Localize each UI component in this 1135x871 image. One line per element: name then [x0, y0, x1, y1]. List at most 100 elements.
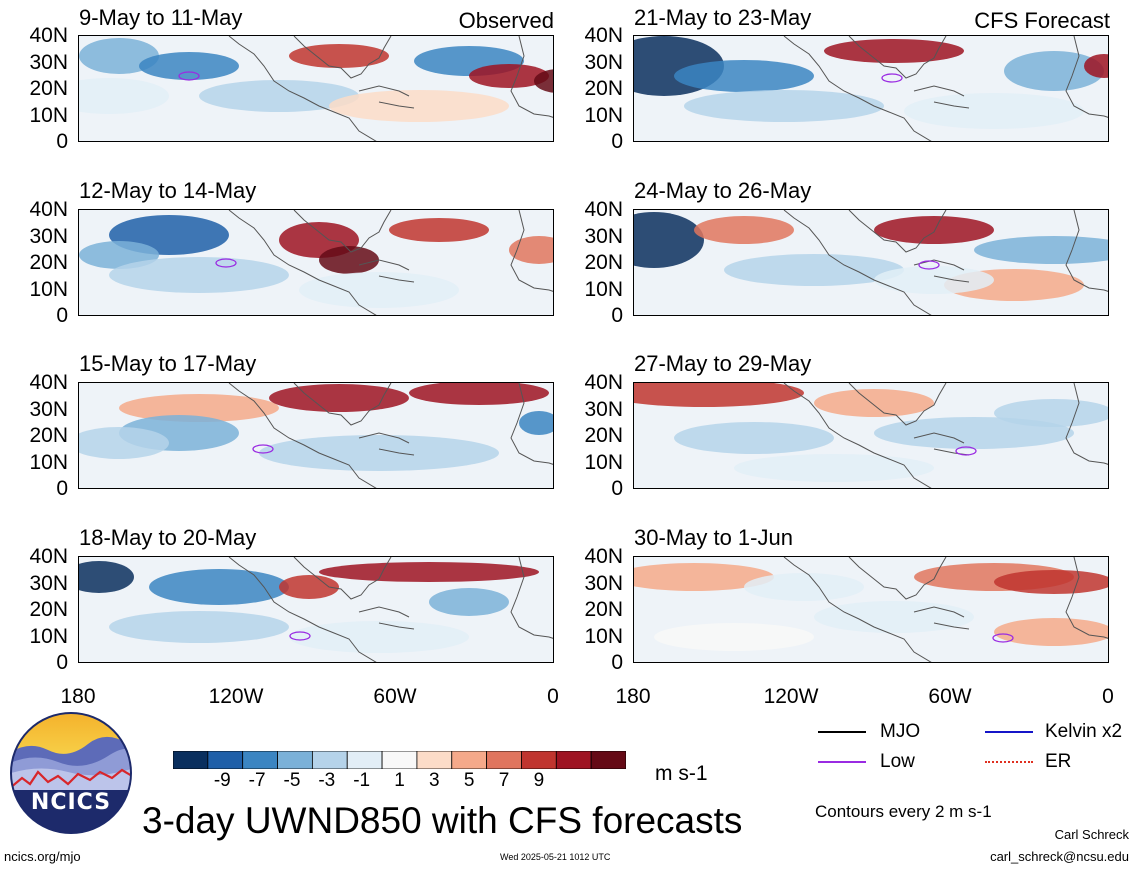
wind-anomaly-region: [469, 64, 549, 88]
panel-title-fc-3: 27-May to 29-May: [634, 351, 812, 376]
coastline: [783, 210, 1108, 315]
wind-anomaly-region: [139, 52, 239, 80]
logo-text: NCICS: [30, 790, 112, 815]
forecast-label: CFS Forecast: [974, 8, 1110, 33]
map-panel-fc-4: [633, 556, 1109, 663]
wind-anomaly-region: [1004, 51, 1104, 91]
colorbar-tick-label: -3: [318, 770, 336, 791]
wind-anomaly-region: [289, 621, 469, 653]
wind-anomaly-region: [634, 563, 774, 591]
wind-anomaly-region: [534, 69, 553, 93]
wind-anomaly-region: [634, 212, 704, 268]
map-panel-obs-2: [78, 209, 554, 316]
figure-title: 3-day UWND850 with CFS forecasts: [142, 800, 743, 841]
coastline: [783, 36, 1108, 141]
y-tick-label: 10N: [29, 624, 68, 648]
y-tick-label: 0: [56, 651, 68, 674]
y-tick-label: 20N: [29, 424, 68, 447]
y-tick-label: 20N: [29, 77, 68, 100]
author-name: Carl Schreck: [1054, 827, 1129, 842]
low-contour: [178, 71, 200, 81]
y-tick-label: 20N: [29, 598, 68, 621]
panel-title-obs-1: 9-May to 11-May: [79, 5, 243, 30]
y-tick-label: 40N: [29, 371, 68, 394]
x-tick-left-180: 180: [60, 685, 96, 708]
map-panel-obs-1: [78, 35, 554, 142]
legend-label-low: Low: [880, 751, 915, 772]
coastline: [783, 557, 1108, 662]
wind-anomaly-region: [734, 454, 934, 482]
wind-anomaly-region: [744, 573, 864, 601]
wind-anomaly-region: [994, 618, 1108, 646]
y-tick-label: 40N: [584, 545, 623, 568]
y-tick-label: 20N: [584, 77, 623, 100]
legend-line-low: [818, 761, 866, 763]
wind-anomaly-region: [519, 411, 553, 435]
colorbar-swatch: [486, 750, 522, 770]
y-tick-label: 30N: [29, 50, 68, 74]
y-tick-label: 0: [611, 130, 623, 153]
wind-anomaly-region: [319, 246, 379, 274]
y-tick-label: 20N: [584, 424, 623, 447]
y-tick-label: 10N: [584, 277, 623, 301]
map-panel-obs-4: [78, 556, 554, 663]
observed-label: Observed: [458, 8, 554, 33]
y-tick-label: 40N: [29, 198, 68, 221]
wind-anomaly-region: [279, 575, 339, 599]
legend-label-er: ER: [1045, 751, 1072, 772]
low-contour: [992, 633, 1014, 643]
colorbar-swatch: [277, 750, 313, 770]
x-tick-left-0: 0: [547, 685, 559, 708]
wind-anomaly-region: [674, 60, 814, 92]
x-tick-right-180: 180: [615, 685, 651, 708]
colorbar-swatch: [207, 750, 244, 770]
wind-anomaly-region: [199, 80, 359, 112]
coastline: [228, 210, 553, 315]
colorbar-swatch: [555, 750, 592, 770]
colorbar-tick-label: -7: [248, 770, 266, 791]
colorbar-tick-label: -9: [213, 770, 231, 791]
wind-anomaly-region: [389, 218, 489, 242]
x-tick-left-120w: 120W: [208, 685, 264, 708]
colorbar-unit: m s-1: [655, 762, 708, 785]
wind-anomaly-region: [429, 588, 509, 616]
low-contour: [918, 260, 940, 270]
y-tick-label: 10N: [29, 277, 68, 301]
map-panel-obs-3: [78, 382, 554, 489]
y-tick-label: 0: [56, 304, 68, 327]
wind-anomaly-region: [319, 562, 539, 582]
wind-anomaly-region: [259, 435, 499, 471]
colorbar-swatch: [381, 750, 418, 770]
y-tick-label: 10N: [584, 450, 623, 474]
legend-label-mjo: MJO: [880, 721, 921, 742]
colorbar-swatch: [416, 750, 453, 770]
wind-anomaly-region: [119, 394, 279, 422]
y-tick-label: 30N: [584, 224, 623, 248]
wind-anomaly-region: [79, 427, 169, 459]
colorbar-swatch: [311, 750, 348, 770]
wind-anomaly-region: [269, 384, 409, 412]
wind-anomaly-region: [684, 90, 884, 122]
colorbar-swatch: [451, 750, 488, 770]
wind-anomaly-region: [509, 236, 553, 264]
wind-anomaly-region: [724, 254, 904, 286]
low-contour: [252, 444, 274, 454]
colorbar-tick-label: 3: [429, 770, 440, 791]
y-tick-label: 30N: [584, 571, 623, 595]
y-tick-label: 30N: [29, 224, 68, 248]
y-tick-label: 10N: [584, 103, 623, 127]
colorbar-tick-label: 5: [463, 770, 475, 791]
contour-note: Contours every 2 m s-1: [815, 802, 992, 821]
colorbar-swatch: [346, 750, 383, 770]
wind-anomaly-region: [814, 389, 934, 417]
wind-anomaly-region: [634, 383, 804, 407]
wind-anomaly-region: [694, 216, 794, 244]
low-contour: [955, 446, 977, 456]
coastline: [228, 36, 553, 141]
wind-anomaly-region: [79, 78, 169, 114]
map-panel-fc-1: [633, 35, 1109, 142]
wind-anomaly-region: [409, 383, 549, 405]
colorbar-tick-label: -1: [353, 770, 371, 791]
y-tick-label: 0: [611, 304, 623, 327]
y-tick-label: 0: [56, 130, 68, 153]
